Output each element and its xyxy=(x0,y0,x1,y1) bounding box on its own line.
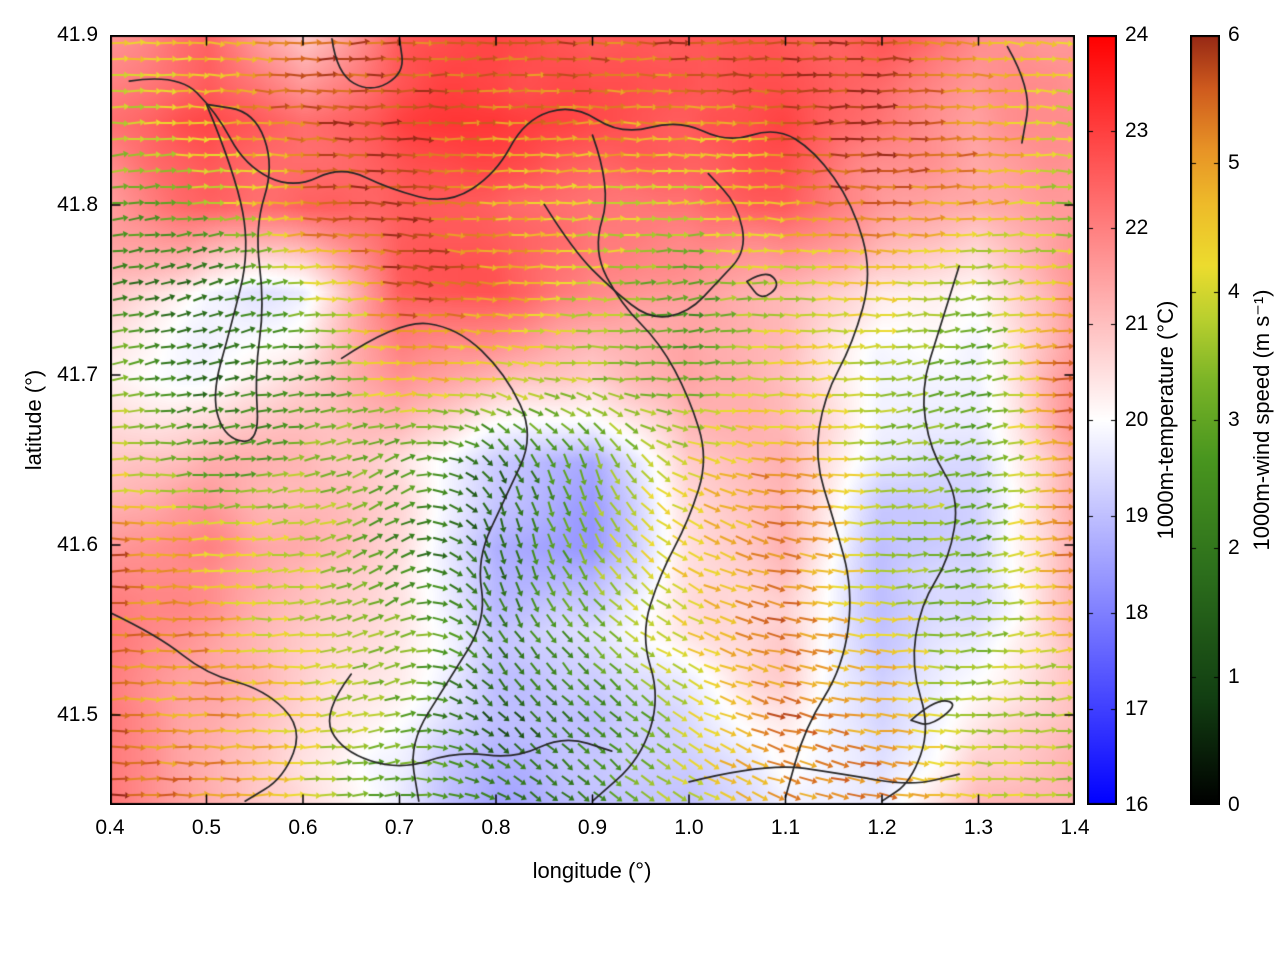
temperature-tick-label: 16 xyxy=(1125,793,1149,816)
x-tick-label: 0.6 xyxy=(288,816,318,839)
temperature-tick-label: 18 xyxy=(1125,600,1149,624)
temperature-tick-label: 19 xyxy=(1125,504,1149,528)
y-tick-label: 41.7 xyxy=(57,362,98,386)
wind-speed-tick-label: 4 xyxy=(1228,279,1240,303)
wind-speed-tick-label: 2 xyxy=(1228,536,1240,560)
x-axis-label: longitude (°) xyxy=(532,858,652,883)
temperature-colorbar xyxy=(1087,35,1117,805)
x-tick-label: 0.5 xyxy=(191,816,222,839)
temperature-tick-label: 24 xyxy=(1125,23,1149,46)
temperature-tick-label: 17 xyxy=(1125,696,1149,720)
x-tick-label: 1.1 xyxy=(770,816,801,839)
wind-speed-tick-label: 3 xyxy=(1228,408,1240,431)
temperature-tick-label: 20 xyxy=(1125,408,1149,431)
y-axis-label: latitude (°) xyxy=(21,369,46,471)
x-tick-label: 1.2 xyxy=(867,816,897,839)
temperature-tick-label: 23 xyxy=(1125,119,1149,143)
y-tick-label: 41.6 xyxy=(57,532,98,556)
x-tick-label: 0.4 xyxy=(95,816,125,839)
temperature-tick-label: 21 xyxy=(1125,311,1149,335)
temperature-colorbar-label: 1000m-temperature (°C) xyxy=(1153,300,1178,540)
x-tick-label: 0.8 xyxy=(481,816,511,839)
x-tick-label: 1.4 xyxy=(1060,816,1090,839)
y-tick-label: 41.9 xyxy=(57,23,98,46)
wind-speed-tick-label: 0 xyxy=(1228,793,1240,816)
wind-speed-tick-label: 1 xyxy=(1228,664,1240,688)
x-tick-label: 0.9 xyxy=(577,816,608,839)
wind-speed-tick-label: 5 xyxy=(1228,151,1240,175)
y-tick-label: 41.8 xyxy=(57,192,98,216)
plot-canvas xyxy=(110,35,1075,805)
wind-speed-colorbar-label: 1000m-wind speed (m s⁻¹) xyxy=(1249,289,1274,551)
x-tick-label: 1.0 xyxy=(674,816,704,839)
x-tick-label: 1.3 xyxy=(963,816,994,839)
wind-speed-colorbar xyxy=(1190,35,1220,805)
x-tick-label: 0.7 xyxy=(384,816,415,839)
wind-speed-tick-label: 6 xyxy=(1228,23,1240,46)
temperature-tick-label: 22 xyxy=(1125,215,1149,239)
y-tick-label: 41.5 xyxy=(57,702,98,726)
